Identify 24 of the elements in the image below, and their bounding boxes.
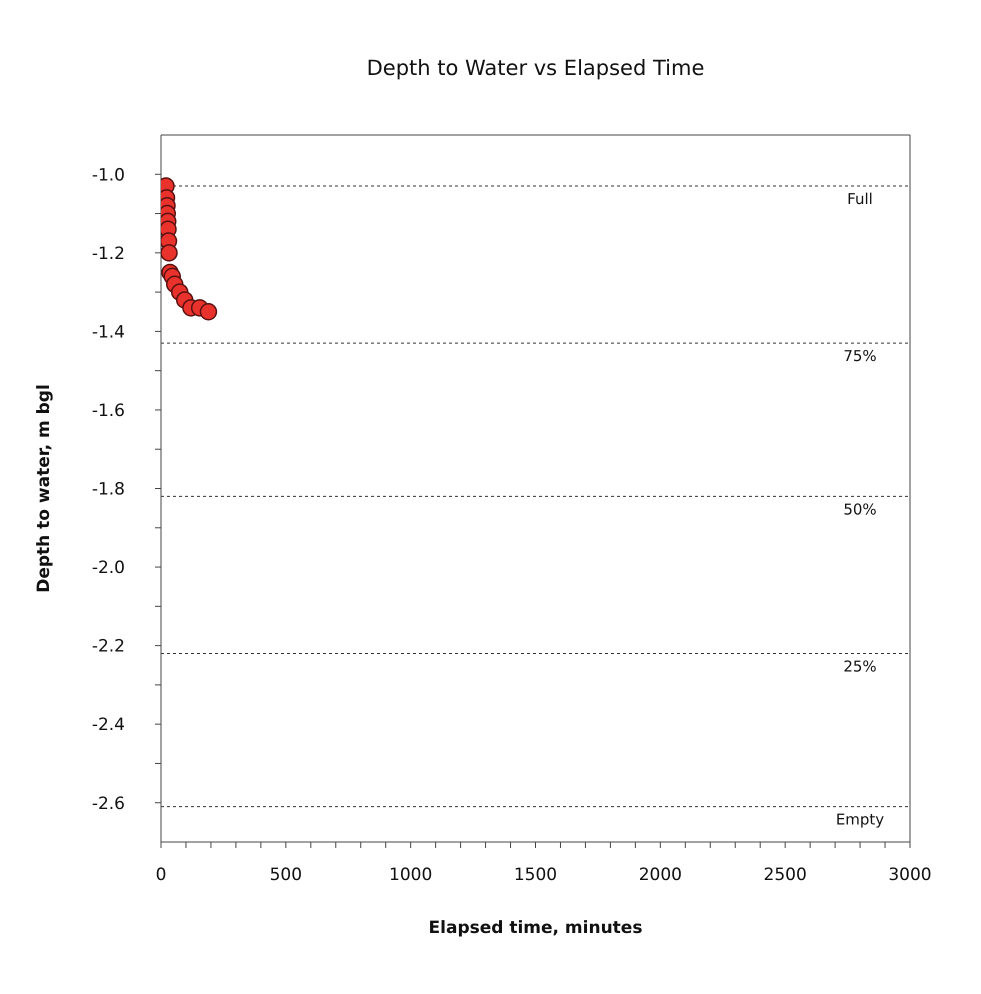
annotation: 25% — [843, 657, 877, 676]
y-tick-label: -2.0 — [92, 558, 125, 578]
y-tick-label: -2.4 — [92, 715, 125, 736]
y-tick-label: -1.6 — [92, 400, 125, 421]
x-axis-title: Elapsed time, minutes — [428, 918, 642, 938]
y-tick-label: -2.6 — [92, 794, 125, 814]
x-tick-label: 1000 — [389, 865, 432, 886]
x-tick-label: 3000 — [888, 865, 932, 886]
y-tick-label: -1.4 — [92, 322, 125, 342]
x-tick-label: 2000 — [638, 865, 682, 886]
y-tick-label: -2.2 — [92, 636, 125, 657]
annotation: 75% — [843, 347, 877, 366]
x-tick-label: 500 — [270, 865, 302, 886]
x-tick-label: 2500 — [764, 865, 807, 886]
y-tick-label: -1.0 — [92, 165, 125, 186]
annotation: 50% — [843, 500, 877, 518]
x-tick-label: 1500 — [514, 865, 558, 886]
annotation: Empty — [836, 810, 884, 829]
x-tick-label: 0 — [156, 865, 166, 886]
annotation: Full — [847, 190, 873, 208]
y-tick-label: -1.2 — [92, 244, 125, 264]
y-tick-label: -1.8 — [92, 480, 125, 500]
chart-title: Depth to Water vs Elapsed Time — [366, 56, 706, 80]
y-axis-title: Depth to water, m bgl — [34, 384, 54, 593]
